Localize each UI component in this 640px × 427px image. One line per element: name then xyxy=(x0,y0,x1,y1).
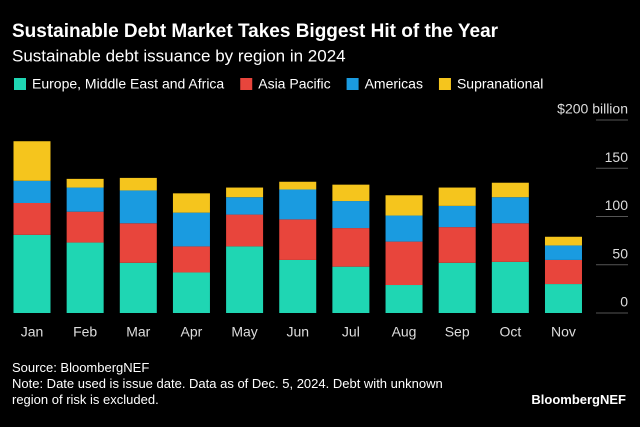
credit: BloombergNEF xyxy=(531,392,626,407)
bar-segment xyxy=(172,193,210,213)
x-tick-label: May xyxy=(231,324,257,340)
bar-segment xyxy=(491,261,529,313)
bar-segment xyxy=(172,212,210,247)
bar-segment xyxy=(13,141,51,181)
x-tick-label: Jun xyxy=(286,324,309,340)
bar-segment xyxy=(279,181,317,190)
bar-segment xyxy=(438,187,476,206)
legend-swatch xyxy=(438,78,451,90)
x-tick-label: Feb xyxy=(73,324,97,340)
legend-label: Europe, Middle East and Africa xyxy=(32,76,224,92)
bar-segment xyxy=(491,223,529,262)
bar-segment xyxy=(332,201,370,229)
bar-segment xyxy=(544,259,582,285)
x-tick-label: Jan xyxy=(21,324,44,340)
bar-segment xyxy=(119,190,157,224)
bar-segment xyxy=(119,223,157,263)
bar-segment xyxy=(66,187,104,212)
bar-segment xyxy=(13,180,51,203)
bar-segment xyxy=(438,227,476,263)
x-tick-label: Aug xyxy=(392,324,417,340)
bar-segment xyxy=(172,246,210,273)
bar-segment xyxy=(385,285,423,313)
bar-segment xyxy=(279,259,317,313)
bar-segment xyxy=(491,197,529,224)
legend-swatch xyxy=(240,78,253,90)
legend-swatch xyxy=(346,78,359,90)
bar-segment xyxy=(279,219,317,260)
chart-subtitle: Sustainable debt issuance by region in 2… xyxy=(12,46,346,65)
y-tick-label: 50 xyxy=(612,245,628,261)
bar-segment xyxy=(544,284,582,313)
bar-segment xyxy=(385,241,423,286)
x-tick-label: Mar xyxy=(126,324,150,340)
bar-segment xyxy=(226,214,264,247)
bar-segment xyxy=(119,262,157,313)
legend-label: Supranational xyxy=(457,76,543,92)
bar-segment xyxy=(279,189,317,220)
bar-segment xyxy=(66,178,104,188)
bar-segment xyxy=(332,228,370,267)
y-tick-label: 100 xyxy=(605,197,629,213)
x-tick-label: Oct xyxy=(499,324,521,340)
bar-segment xyxy=(226,197,264,215)
bar-segment xyxy=(66,211,104,243)
bar-segment xyxy=(544,245,582,260)
bar-segment xyxy=(119,177,157,191)
y-tick-label: $200 billion xyxy=(557,101,628,117)
legend-swatch xyxy=(14,78,26,90)
bar-segment xyxy=(226,246,264,313)
bar-segment xyxy=(13,234,51,313)
source: Source: BloombergNEF xyxy=(12,360,150,375)
y-tick-label: 0 xyxy=(620,294,628,310)
chart-title: Sustainable Debt Market Takes Biggest Hi… xyxy=(12,21,499,42)
x-tick-label: Nov xyxy=(551,324,576,340)
bar-segment xyxy=(13,202,51,235)
legend-label: Americas xyxy=(365,76,423,92)
x-tick-label: Apr xyxy=(181,324,203,340)
bar-segment xyxy=(491,182,529,198)
bar-segment xyxy=(172,272,210,313)
bar-segment xyxy=(332,266,370,313)
x-tick-label: Jul xyxy=(342,324,360,340)
bar-segment xyxy=(438,205,476,228)
bar-segment xyxy=(66,242,104,313)
bar-segment xyxy=(226,187,264,198)
bar-segment xyxy=(438,262,476,313)
bar-segment xyxy=(332,184,370,202)
x-tick-label: Sep xyxy=(445,324,470,340)
legend-label: Asia Pacific xyxy=(258,76,330,92)
bar-segment xyxy=(385,215,423,242)
note: Note: Date used is issue date. Data as o… xyxy=(12,376,443,407)
bar-segment xyxy=(544,236,582,246)
y-tick-label: 150 xyxy=(605,149,629,165)
bar-segment xyxy=(385,195,423,216)
